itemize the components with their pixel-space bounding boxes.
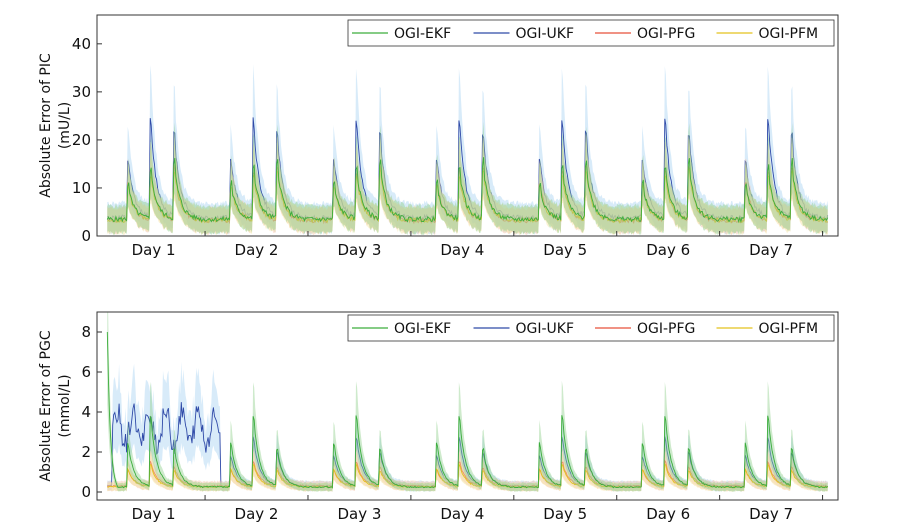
series-line-ogi-ekf (106, 331, 828, 489)
x-tick-label: Day 7 (749, 505, 793, 523)
series-line-ogi-ekf (106, 157, 829, 224)
band-ogi-ekf (107, 312, 828, 492)
legend-box (347, 314, 835, 342)
x-tick-label: Day 2 (235, 241, 279, 259)
x-tick-label: Day 4 (440, 505, 484, 523)
x-tick-label: Day 3 (337, 241, 381, 259)
legend-label: OGI-UKF (516, 321, 575, 337)
x-tick-label: Day 5 (543, 241, 587, 259)
legend: OGI-EKF OGI-UKF OGI-PFG OGI-PFM (347, 19, 835, 47)
legend-label: OGI-UKF (516, 26, 575, 42)
legend-label: OGI-PFG (637, 321, 695, 337)
y-tick-label: 0 (81, 483, 91, 501)
series-line-ogi-pfm (107, 167, 828, 224)
band-ogi-pfg (107, 446, 828, 492)
y-axis-label-line1: Absolute Error of PGC (38, 330, 54, 481)
legend-label: OGI-PFG (637, 26, 695, 42)
y-axis-label-line1: Absolute Error of PIC (38, 53, 54, 198)
axes-frame (96, 311, 839, 501)
y-tick-label: 8 (81, 323, 91, 341)
x-tick-label: Day 1 (132, 241, 176, 259)
plot-area (106, 64, 829, 236)
chart-panel-top: 0 10 20 30 40 Day 1 Day 2 Day 3 Day 4 Day 5 Day 6 D… (38, 14, 839, 259)
y-axis-label: Absolute Error of PGC (mmol/L) (38, 330, 73, 481)
plot-area (106, 312, 828, 492)
band-ogi-pfm (107, 451, 828, 492)
x-tick-label: Day 7 (749, 241, 793, 259)
x-tick-label: Day 4 (440, 241, 484, 259)
y-axis-label: Absolute Error of PIC (mU/L) (38, 53, 73, 198)
y-tick-label: 20 (72, 131, 91, 149)
legend: OGI-EKF OGI-UKF OGI-PFG OGI-PFM (347, 314, 835, 342)
y-tick-label: 4 (81, 403, 91, 421)
x-tick-label: Day 6 (646, 505, 690, 523)
y-axis-label-line2: (mU/L) (57, 102, 73, 149)
y-tick-label: 10 (72, 179, 91, 197)
y-tick-label: 6 (81, 363, 91, 381)
x-tick-label: Day 1 (132, 505, 176, 523)
y-tick-label: 40 (72, 35, 91, 53)
x-tick-label: Day 6 (646, 241, 690, 259)
y-tick-label: 0 (81, 227, 91, 245)
legend-label: OGI-EKF (394, 321, 451, 337)
y-tick-label: 2 (81, 443, 91, 461)
legend-label: OGI-PFM (759, 26, 819, 42)
legend-box (347, 19, 835, 47)
x-tick-label: Day 3 (337, 505, 381, 523)
series-line-ogi-pfg (107, 459, 828, 489)
legend-label: OGI-EKF (394, 26, 451, 42)
y-axis-label-line2: (mmol/L) (57, 374, 73, 437)
x-tick-label: Day 5 (543, 505, 587, 523)
x-tick-label: Day 2 (235, 505, 279, 523)
axes-frame (96, 14, 839, 237)
chart-panel-bottom: 0 2 4 6 8 Day 1 Day 2 Day 3 Day 4 Day 5 Day 6 Day 7… (38, 311, 839, 523)
y-tick-label: 30 (72, 83, 91, 101)
legend-label: OGI-PFM (759, 321, 819, 337)
